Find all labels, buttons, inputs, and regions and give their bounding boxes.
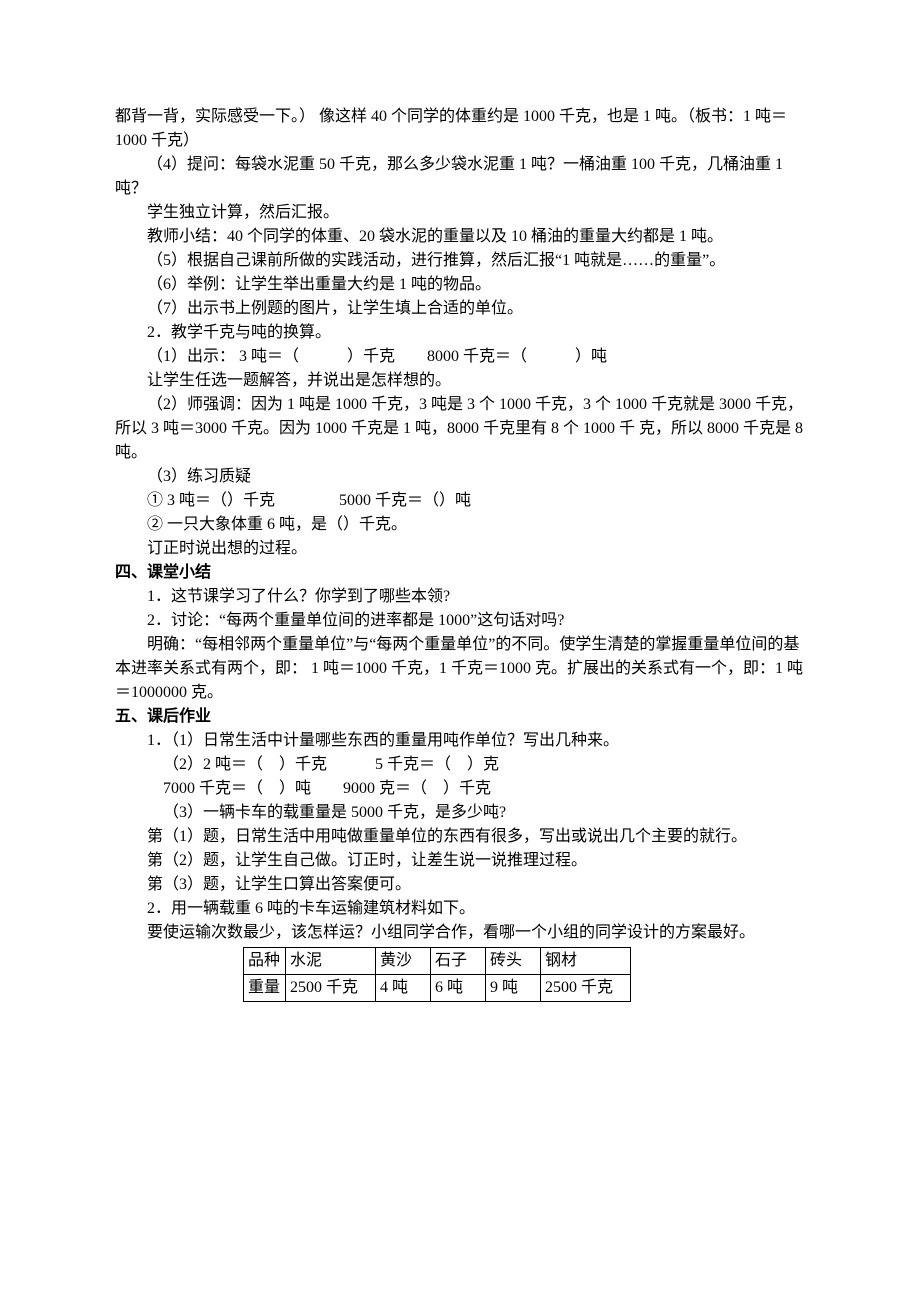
- paragraph-16: 1．这节课学习了什么？你学到了哪些本领?: [115, 585, 805, 609]
- paragraph-8: 2．教学千克与吨的换算。: [115, 321, 805, 345]
- table-row: 重量 2500 千克 4 吨 6 吨 9 吨 2500 千克: [244, 975, 631, 1002]
- paragraph-5: （5）根据自己课前所做的实践活动，进行推算，然后汇报“1 吨就是……的重量”。: [115, 249, 805, 273]
- table-cell: 9 吨: [486, 975, 541, 1002]
- table-cell: 2500 千克: [541, 975, 631, 1002]
- table-cell: 6 吨: [431, 975, 486, 1002]
- table-cell: 重量: [244, 975, 286, 1002]
- paragraph-1: 都背一背，实际感受一下。） 像这样 40 个同学的体重约是 1000 千克，也是…: [115, 105, 805, 153]
- paragraph-14: ② 一只大象体重 6 吨，是（）千克。: [115, 513, 805, 537]
- table-cell: 钢材: [541, 948, 631, 975]
- paragraph-17: 2．讨论：“每两个重量单位间的进率都是 1000”这句话对吗?: [115, 609, 805, 633]
- paragraph-18: 明确：“每相邻两个重量单位”与“每两个重量单位”的不同。使学生清楚的掌握重量单位…: [115, 633, 805, 705]
- paragraph-4: 教师小结：40 个同学的体重、20 袋水泥的重量以及 10 桶油的重量大约都是 …: [115, 225, 805, 249]
- table-cell: 4 吨: [376, 975, 431, 1002]
- table-row: 品种 水泥 黄沙 石子 砖头 钢材: [244, 948, 631, 975]
- table-cell: 2500 千克: [286, 975, 376, 1002]
- paragraph-11: （2）师强调：因为 1 吨是 1000 千克，3 吨是 3 个 1000 千克，…: [115, 393, 805, 465]
- paragraph-2: （4）提问：每袋水泥重 50 千克，那么多少袋水泥重 1 吨？一桶油重 100 …: [115, 153, 805, 201]
- paragraph-27: 要使运输次数最少，该怎样运？小组同学合作，看哪一个小组的同学设计的方案最好。: [115, 921, 805, 945]
- paragraph-19: 1．（1）日常生活中计量哪些东西的重量用吨作单位？写出几种来。: [115, 729, 805, 753]
- paragraph-26: 2．用一辆载重 6 吨的卡车运输建筑材料如下。: [115, 897, 805, 921]
- section-4-header: 四、课堂小结: [115, 561, 805, 585]
- paragraph-20: （2）2 吨＝（ ）千克 5 千克＝（ ）克: [115, 753, 805, 777]
- table-cell: 石子: [431, 948, 486, 975]
- paragraph-7: （7）出示书上例题的图片，让学生填上合适的单位。: [115, 297, 805, 321]
- paragraph-13: ① 3 吨＝（）千克 5000 千克＝（）吨: [115, 489, 805, 513]
- paragraph-3: 学生独立计算，然后汇报。: [115, 201, 805, 225]
- paragraph-12: （3）练习质疑: [115, 465, 805, 489]
- table-cell: 砖头: [486, 948, 541, 975]
- paragraph-25: 第（3）题，让学生口算出答案便可。: [115, 873, 805, 897]
- table-cell: 品种: [244, 948, 286, 975]
- paragraph-24: 第（2）题，让学生自己做。订正时，让差生说一说推理过程。: [115, 849, 805, 873]
- section-5-header: 五、课后作业: [115, 705, 805, 729]
- paragraph-22: （3）一辆卡车的载重量是 5000 千克，是多少吨?: [115, 801, 805, 825]
- table-cell: 水泥: [286, 948, 376, 975]
- paragraph-21: 7000 千克＝（ ）吨 9000 克＝（ ）千克: [115, 777, 805, 801]
- paragraph-6: （6）举例：让学生举出重量大约是 1 吨的物品。: [115, 273, 805, 297]
- paragraph-10: 让学生任选一题解答，并说出是怎样想的。: [115, 369, 805, 393]
- materials-table: 品种 水泥 黄沙 石子 砖头 钢材 重量 2500 千克 4 吨 6 吨 9 吨…: [243, 947, 631, 1002]
- table-cell: 黄沙: [376, 948, 431, 975]
- paragraph-23: 第（1）题，日常生活中用吨做重量单位的东西有很多，写出或说出几个主要的就行。: [115, 825, 805, 849]
- paragraph-9: （1）出示： 3 吨＝（ ）千克 8000 千克＝（ ）吨: [115, 345, 805, 369]
- paragraph-15: 订正时说出想的过程。: [115, 537, 805, 561]
